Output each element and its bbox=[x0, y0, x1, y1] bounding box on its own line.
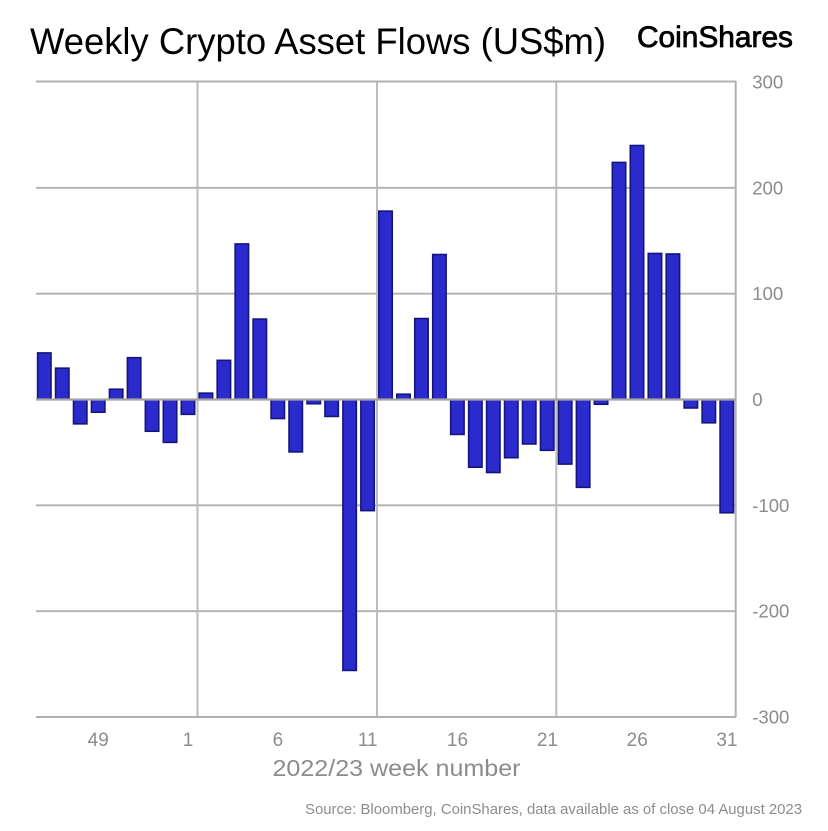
svg-text:Weekly Crypto Asset Flows (US$: Weekly Crypto Asset Flows (US$m) bbox=[30, 21, 606, 62]
svg-text:1: 1 bbox=[183, 730, 194, 751]
svg-text:0: 0 bbox=[752, 389, 762, 410]
svg-text:49: 49 bbox=[88, 730, 109, 751]
svg-text:CoinShares: CoinShares bbox=[637, 21, 793, 54]
svg-text:300: 300 bbox=[752, 72, 783, 93]
svg-text:31: 31 bbox=[716, 730, 737, 751]
svg-text:21: 21 bbox=[537, 730, 558, 751]
svg-text:26: 26 bbox=[627, 730, 648, 751]
svg-text:-200: -200 bbox=[752, 601, 789, 622]
svg-text:16: 16 bbox=[447, 730, 468, 751]
svg-text:Source: Bloomberg, CoinShares,: Source: Bloomberg, CoinShares, data avai… bbox=[305, 801, 802, 818]
svg-text:11: 11 bbox=[358, 730, 378, 751]
svg-text:-300: -300 bbox=[752, 707, 789, 728]
svg-text:200: 200 bbox=[752, 177, 783, 198]
svg-text:2022/23 week number: 2022/23 week number bbox=[273, 755, 521, 781]
svg-text:100: 100 bbox=[752, 283, 783, 304]
svg-text:-100: -100 bbox=[752, 495, 789, 516]
svg-text:6: 6 bbox=[273, 730, 284, 751]
